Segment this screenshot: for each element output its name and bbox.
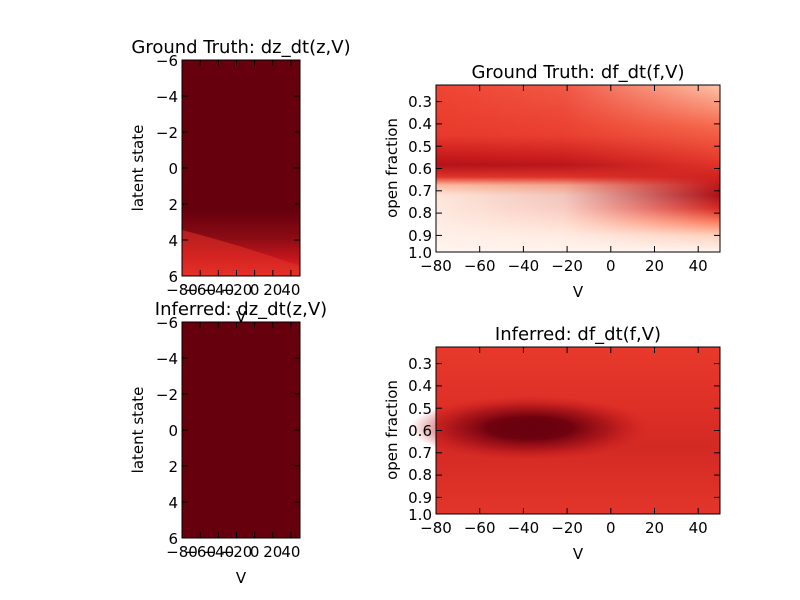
ytick-label: 0.6 xyxy=(408,422,432,440)
y-ticks-inf-dz xyxy=(182,321,300,539)
panel-inf-dz: −6 −4 −2 0 2 4 6 −80 −60 −40 −20 0 20 40… xyxy=(129,299,327,587)
xtick-label: −20 xyxy=(221,543,253,561)
x-ticks-gt-dz xyxy=(181,60,292,276)
y-ticks-inf-df xyxy=(436,363,720,515)
xtick-label: 0 xyxy=(606,519,616,537)
ytick-label: −4 xyxy=(156,88,178,106)
xtick-label: −40 xyxy=(202,543,234,561)
ytick-label: −2 xyxy=(156,124,178,142)
xtick-label: 0 xyxy=(250,281,260,299)
ytick-label: 0.6 xyxy=(408,160,432,178)
ytick-label: 0 xyxy=(168,422,178,440)
ytick-label: 1.0 xyxy=(408,244,432,262)
heatmap-inf-df-blob xyxy=(410,396,650,460)
ytick-label: 2 xyxy=(168,196,178,214)
y-ticks-gt-dz xyxy=(182,59,300,277)
x-axis-label: V xyxy=(573,545,584,563)
xtick-label: −20 xyxy=(221,281,253,299)
xtick-label: 20 xyxy=(263,281,282,299)
xtick-label: −40 xyxy=(202,281,234,299)
ytick-label: 0 xyxy=(168,160,178,178)
heatmap-inf-dz xyxy=(182,322,300,538)
ytick-label: 0.5 xyxy=(408,138,432,156)
heatmap-gt-df-right xyxy=(436,85,720,252)
ytick-label: −6 xyxy=(156,52,178,70)
y-axis-label: open fraction xyxy=(383,118,401,218)
xtick-label: −80 xyxy=(166,543,198,561)
ytick-label: 0.3 xyxy=(408,93,432,111)
ytick-label: 1.0 xyxy=(408,506,432,524)
xtick-label: −60 xyxy=(184,281,216,299)
xtick-label: −20 xyxy=(551,257,583,275)
xtick-label: 40 xyxy=(689,257,708,275)
xtick-label: 40 xyxy=(281,281,300,299)
xtick-label: 20 xyxy=(263,543,282,561)
heatmap-gt-dz-band xyxy=(182,230,300,276)
xtick-label: −80 xyxy=(166,281,198,299)
ytick-label: 0.5 xyxy=(408,400,432,418)
ytick-label: 4 xyxy=(168,494,178,512)
x-ticks-inf-dz xyxy=(181,322,292,538)
ytick-label: 0.7 xyxy=(408,444,432,462)
xtick-label: −60 xyxy=(464,519,496,537)
ytick-label: −4 xyxy=(156,350,178,368)
ytick-label: 0.8 xyxy=(408,466,432,484)
xtick-label: 0 xyxy=(606,257,616,275)
xtick-label: 20 xyxy=(645,519,664,537)
y-ticks-gt-df xyxy=(436,101,720,253)
xtick-label: −40 xyxy=(508,519,540,537)
x-ticks-inf-df xyxy=(435,347,699,514)
xtick-label: 0 xyxy=(250,543,260,561)
x-axis-label: V xyxy=(236,308,247,326)
chart-title: Ground Truth: dz_dt(z,V) xyxy=(131,37,350,58)
ytick-label: −2 xyxy=(156,386,178,404)
y-axis-label: latent state xyxy=(129,387,147,474)
chart-title: Inferred: df_dt(f,V) xyxy=(495,324,661,345)
xtick-label: −60 xyxy=(184,543,216,561)
ytick-label: 0.9 xyxy=(408,227,432,245)
ytick-label: 6 xyxy=(168,530,178,548)
xtick-label: −60 xyxy=(464,257,496,275)
ytick-label: 0.3 xyxy=(408,355,432,373)
xtick-label: 20 xyxy=(645,257,664,275)
ytick-label: 2 xyxy=(168,458,178,476)
y-axis-label: open fraction xyxy=(383,380,401,480)
ytick-label: −6 xyxy=(156,314,178,332)
xtick-label: 40 xyxy=(281,543,300,561)
xtick-label: −80 xyxy=(420,257,452,275)
ytick-label: 4 xyxy=(168,232,178,250)
xtick-label: 40 xyxy=(689,519,708,537)
xtick-label: −40 xyxy=(508,257,540,275)
xtick-label: −20 xyxy=(551,519,583,537)
panel-inf-df: 0.3 0.4 0.5 0.6 0.7 0.8 0.9 1.0 −80 −60 … xyxy=(383,324,721,563)
ytick-label: 0.8 xyxy=(408,204,432,222)
chart-title: Inferred: dz_dt(z,V) xyxy=(155,299,327,320)
x-axis-label: V xyxy=(236,569,247,587)
x-ticks-gt-df xyxy=(435,85,699,252)
chart-title: Ground Truth: df_dt(f,V) xyxy=(471,62,684,83)
panel-gt-dz: −6 −4 −2 0 2 4 6 −80 −60 −40 −20 0 20 40… xyxy=(129,37,351,326)
y-axis-label: latent state xyxy=(129,125,147,212)
x-axis-label: V xyxy=(573,283,584,301)
ytick-label: 0.4 xyxy=(408,115,432,133)
panel-gt-df: 0.3 0.4 0.5 0.6 0.7 0.8 0.9 1.0 −80 −60 … xyxy=(383,62,721,301)
ytick-label: 0.9 xyxy=(408,489,432,507)
ytick-label: 6 xyxy=(168,268,178,286)
ytick-label: 0.4 xyxy=(408,377,432,395)
ytick-label: 0.7 xyxy=(408,182,432,200)
xtick-label: −80 xyxy=(420,519,452,537)
